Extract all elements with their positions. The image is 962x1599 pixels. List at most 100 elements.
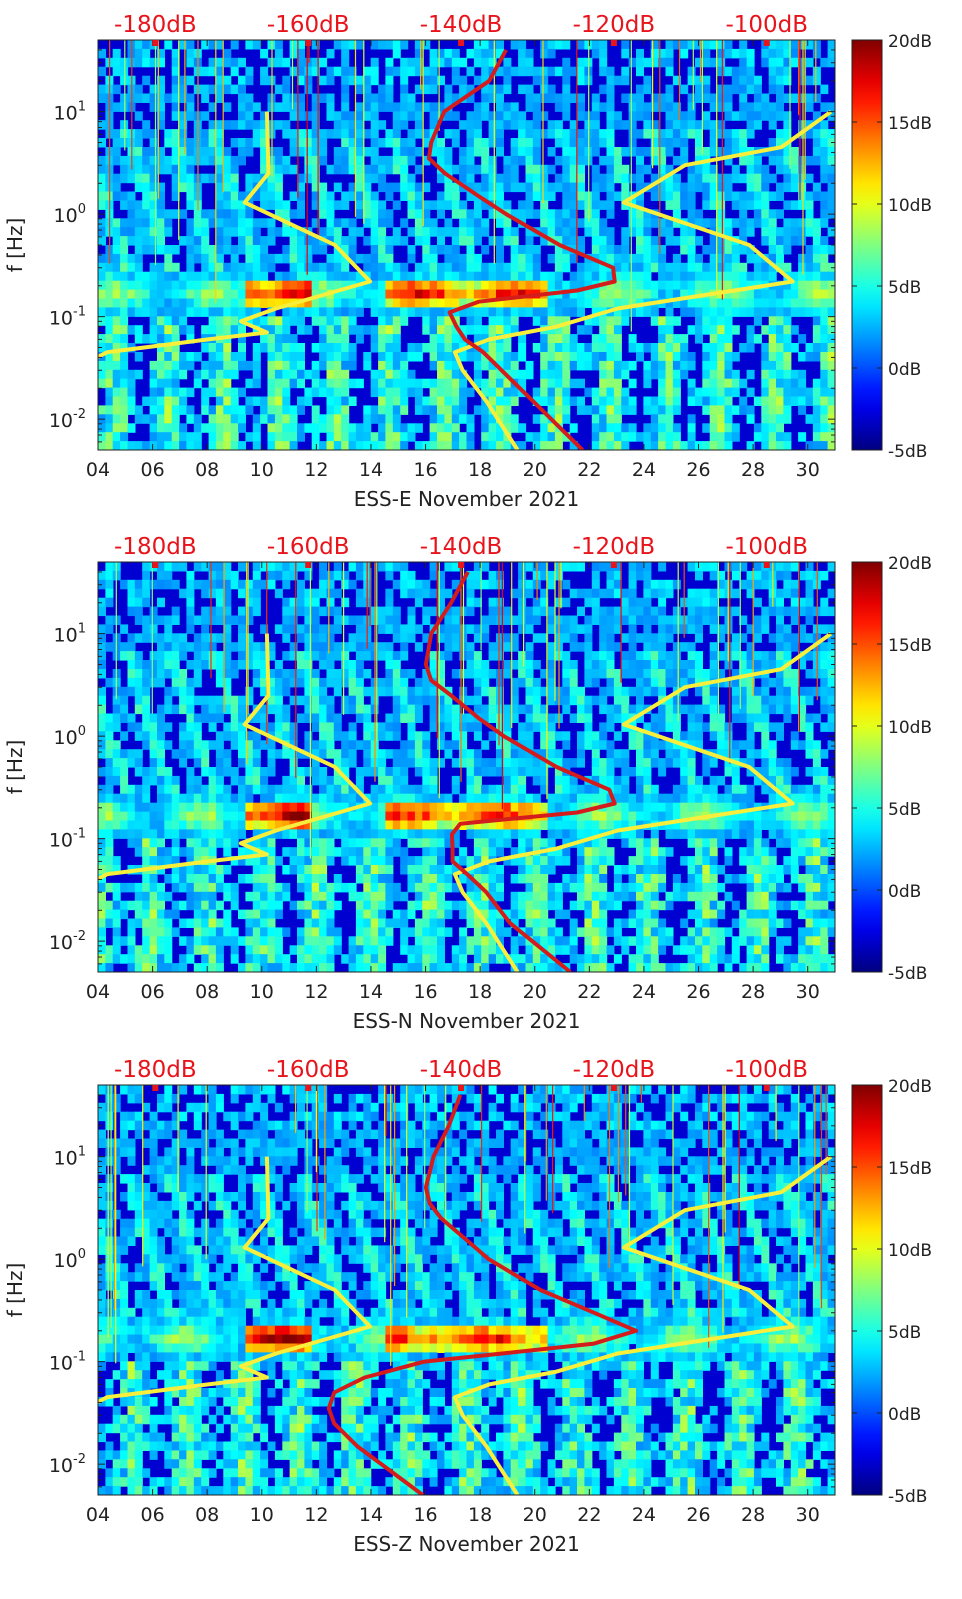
y-tick-exponent: -1 xyxy=(73,1350,86,1365)
top-axis-tick xyxy=(458,40,465,46)
x-tick-label: 14 xyxy=(359,459,383,481)
y-tick-base: 10 xyxy=(54,1148,78,1170)
x-tick-label: 04 xyxy=(86,1504,110,1526)
colorbar-ess-n: 20dB 15dB 10dB 5dB 0dB -5dB xyxy=(851,554,932,984)
high-noise-model-curve xyxy=(452,1154,833,1495)
x-tick-label: 22 xyxy=(577,981,601,1003)
y-tick-exponent: 1 xyxy=(78,1145,86,1160)
top-axis-label: -180dB xyxy=(114,534,197,560)
station-psd-curve xyxy=(426,48,617,450)
x-axis-label: ESS-E November 2021 xyxy=(354,487,580,511)
colorbar-gradient xyxy=(851,39,883,451)
x-tick-label: 26 xyxy=(686,981,710,1003)
spectrogram-ess-z xyxy=(98,1085,835,1495)
top-axis-label: -160dB xyxy=(267,12,350,38)
colorbar-tick-label: -5dB xyxy=(888,1487,927,1507)
colorbar-tick-label: -5dB xyxy=(888,964,927,984)
x-tick-label: 06 xyxy=(140,981,164,1003)
y-tick-base: 10 xyxy=(49,308,73,330)
x-tick-label: 22 xyxy=(577,459,601,481)
top-axis-label: -160dB xyxy=(267,534,350,560)
y-tick-label: 10-1 xyxy=(49,827,86,852)
y-tick-base: 10 xyxy=(54,625,78,647)
colorbar-tick-label: 15dB xyxy=(888,114,932,134)
x-tick-label: 08 xyxy=(195,1504,219,1526)
colorbar-gradient xyxy=(851,561,883,973)
x-tick-label: 10 xyxy=(250,981,274,1003)
top-axis-tick xyxy=(763,562,770,568)
top-axis-tick xyxy=(763,40,770,46)
colorbar-tick-label: 20dB xyxy=(888,1077,932,1097)
x-tick-label: 30 xyxy=(796,1504,820,1526)
x-tick-label: 28 xyxy=(741,1504,765,1526)
colorbar-ess-z: 20dB 15dB 10dB 5dB 0dB -5dB xyxy=(851,1077,932,1507)
y-tick-base: 10 xyxy=(49,830,73,852)
y-tick-exponent: -1 xyxy=(73,827,86,842)
x-tick-label: 04 xyxy=(86,459,110,481)
x-tick-label: 20 xyxy=(523,459,547,481)
x-tick-label: 18 xyxy=(468,981,492,1003)
high-noise-model-curve xyxy=(452,109,833,450)
y-tick-exponent: -2 xyxy=(73,407,86,422)
top-axis-label: -160dB xyxy=(267,1057,350,1083)
top-axis-tick xyxy=(610,40,617,46)
y-tick-exponent: 1 xyxy=(78,622,86,637)
colorbar-tick-label: 10dB xyxy=(888,718,932,738)
x-tick-label: 10 xyxy=(250,1504,274,1526)
y-tick-label: 100 xyxy=(54,724,86,749)
low-noise-model-curve xyxy=(98,1156,373,1405)
high-noise-model-curve xyxy=(452,631,833,972)
y-tick-label: 101 xyxy=(54,100,86,125)
y-tick-base: 10 xyxy=(54,727,78,749)
y-tick-label: 100 xyxy=(54,202,86,227)
x-tick-label: 04 xyxy=(86,981,110,1003)
y-tick-base: 10 xyxy=(49,932,73,954)
x-tick-label: 16 xyxy=(413,459,437,481)
y-tick-label: 10-2 xyxy=(49,1452,86,1477)
x-tick-label: 18 xyxy=(468,1504,492,1526)
y-tick-exponent: -2 xyxy=(73,1452,86,1467)
colorbar-tick-label: 20dB xyxy=(888,32,932,52)
top-axis-label: -120dB xyxy=(573,534,656,560)
y-tick-base: 10 xyxy=(54,103,78,125)
x-tick-label: 20 xyxy=(523,981,547,1003)
x-tick-label: 16 xyxy=(413,1504,437,1526)
y-tick-label: 10-2 xyxy=(49,407,86,432)
y-tick-label: 10-2 xyxy=(49,929,86,954)
x-tick-label: 12 xyxy=(304,981,328,1003)
top-axis-label: -120dB xyxy=(573,12,656,38)
colorbar-tick-label: 20dB xyxy=(888,554,932,574)
x-tick-label: 06 xyxy=(140,1504,164,1526)
y-tick-base: 10 xyxy=(49,410,73,432)
colorbar-tick-label: -5dB xyxy=(888,442,927,462)
y-tick-exponent: 1 xyxy=(78,100,86,115)
y-tick-exponent: 0 xyxy=(78,1247,86,1262)
colorbar-tick-label: 15dB xyxy=(888,1159,932,1179)
x-axis-label: ESS-N November 2021 xyxy=(353,1009,581,1033)
x-tick-label: 24 xyxy=(632,1504,656,1526)
x-tick-label: 28 xyxy=(741,459,765,481)
top-axis-tick xyxy=(305,1085,312,1091)
x-tick-label: 08 xyxy=(195,981,219,1003)
x-tick-label: 14 xyxy=(359,1504,383,1526)
colorbar-gradient xyxy=(851,1084,883,1496)
y-tick-label: 10-1 xyxy=(49,1350,86,1375)
top-axis-label: -120dB xyxy=(573,1057,656,1083)
x-tick-label: 24 xyxy=(632,459,656,481)
y-axis-label: f [Hz] xyxy=(3,218,27,273)
y-tick-base: 10 xyxy=(54,1250,78,1272)
x-tick-label: 12 xyxy=(304,459,328,481)
y-tick-label: 10-1 xyxy=(49,305,86,330)
colorbar-tick-label: 5dB xyxy=(888,278,921,298)
low-noise-model-curve xyxy=(98,633,373,882)
x-tick-label: 26 xyxy=(686,459,710,481)
colorbar-tick-label: 15dB xyxy=(888,636,932,656)
top-axis-tick xyxy=(305,562,312,568)
colorbar-tick-label: 5dB xyxy=(888,1323,921,1343)
x-tick-label: 18 xyxy=(468,459,492,481)
colorbar-tick-label: 0dB xyxy=(888,882,921,902)
